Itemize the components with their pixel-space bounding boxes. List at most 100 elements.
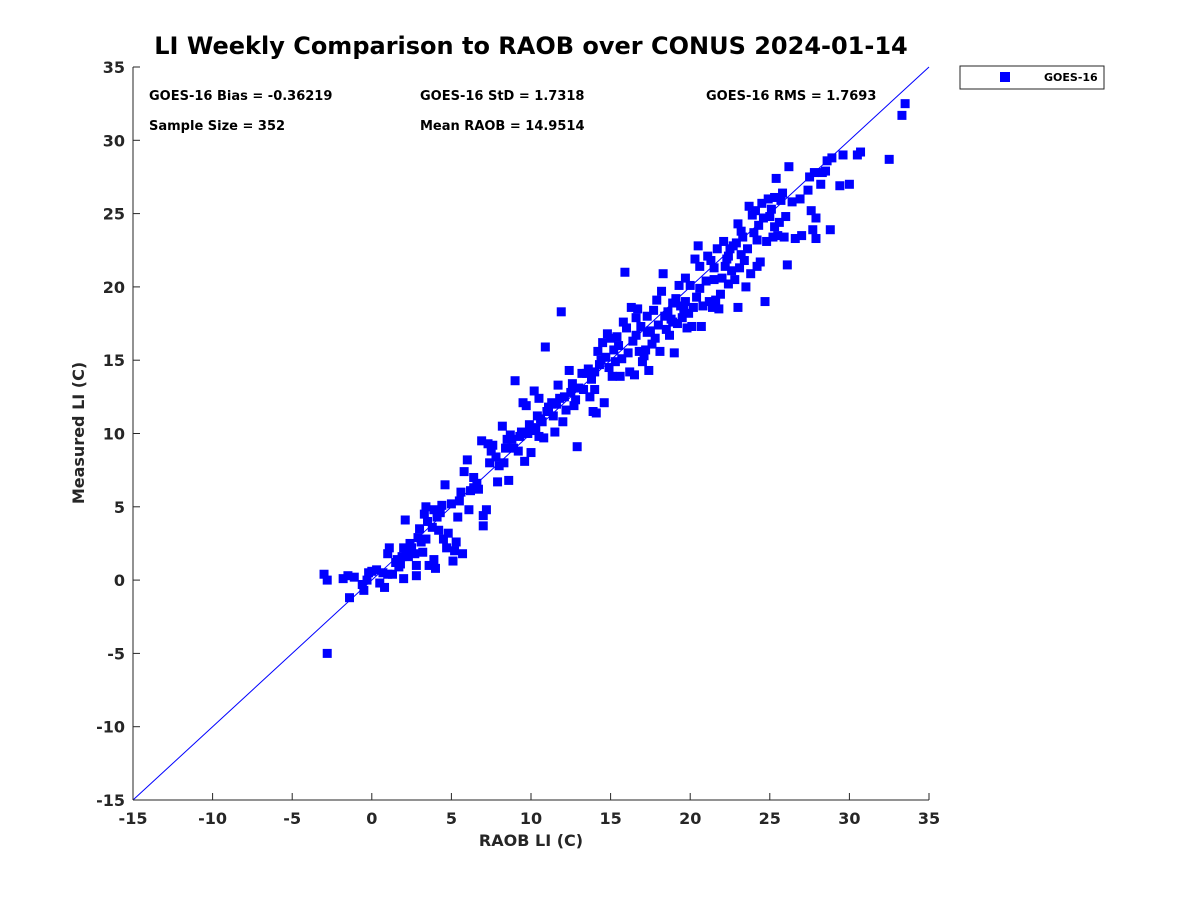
data-point <box>650 333 660 343</box>
stat-mean-raob: Mean RAOB = 14.9514 <box>420 119 585 134</box>
data-point <box>478 521 488 531</box>
x-tick-label: -15 <box>119 809 148 828</box>
data-point <box>507 434 517 444</box>
data-point <box>720 261 730 271</box>
data-point <box>483 439 493 449</box>
data-point <box>672 319 682 329</box>
data-point <box>448 556 458 566</box>
data-point <box>805 172 815 182</box>
data-point <box>488 440 498 450</box>
data-point <box>779 232 789 242</box>
data-point <box>338 574 348 584</box>
data-point <box>757 198 767 208</box>
data-point <box>510 376 520 386</box>
y-tick-label: 35 <box>103 58 125 77</box>
data-point <box>571 395 581 405</box>
data-point <box>429 555 439 565</box>
data-point <box>395 559 405 569</box>
data-point <box>746 269 756 279</box>
data-point <box>620 267 630 277</box>
data-point <box>421 502 431 512</box>
data-point <box>427 522 437 532</box>
legend: GOES-16 <box>959 65 1105 90</box>
data-point <box>900 99 910 109</box>
data-point <box>641 345 651 355</box>
data-point <box>733 302 743 312</box>
data-point <box>547 398 557 408</box>
data-point <box>524 420 534 430</box>
data-point <box>430 563 440 573</box>
data-point <box>674 280 684 290</box>
data-point <box>601 352 611 362</box>
data-point <box>432 512 442 522</box>
data-point <box>685 280 695 290</box>
data-point <box>731 238 741 248</box>
data-point <box>539 433 549 443</box>
data-point <box>593 346 603 356</box>
data-point <box>472 478 482 488</box>
data-point <box>481 505 491 515</box>
data-point <box>423 516 433 526</box>
data-point <box>491 452 501 462</box>
data-point <box>375 578 385 588</box>
data-point <box>453 512 463 522</box>
data-point <box>758 213 768 223</box>
data-point <box>622 323 632 333</box>
data-point <box>442 543 452 553</box>
data-point <box>497 421 507 431</box>
data-point <box>553 380 563 390</box>
data-point <box>719 236 729 246</box>
data-point <box>765 212 775 222</box>
data-point <box>402 546 412 556</box>
data-point <box>723 279 733 289</box>
data-point <box>383 569 393 579</box>
data-point <box>652 295 662 305</box>
data-point <box>606 333 616 343</box>
x-tick-label: -10 <box>198 809 227 828</box>
data-point <box>803 185 813 195</box>
data-point <box>797 231 807 241</box>
data-point <box>811 213 821 223</box>
data-point <box>416 537 426 547</box>
data-point <box>614 341 624 351</box>
data-point <box>626 302 636 312</box>
data-point <box>596 355 606 365</box>
data-point <box>776 195 786 205</box>
chart-title: LI Weekly Comparison to RAOB over CONUS … <box>154 32 907 60</box>
data-point <box>458 549 468 559</box>
data-point <box>459 467 469 477</box>
data-point <box>639 351 649 361</box>
data-point <box>695 261 705 271</box>
data-point <box>636 321 646 331</box>
data-point <box>521 401 531 411</box>
data-point <box>763 194 773 204</box>
data-point <box>569 401 579 411</box>
data-point <box>579 385 589 395</box>
data-point <box>387 569 397 579</box>
data-point <box>704 297 714 307</box>
data-point <box>443 528 453 538</box>
data-point <box>556 307 566 317</box>
data-point <box>558 417 568 427</box>
data-point <box>647 339 657 349</box>
data-point <box>629 370 639 380</box>
data-point <box>357 579 367 589</box>
data-point <box>633 304 643 314</box>
data-point <box>738 232 748 242</box>
data-point <box>609 345 619 355</box>
data-point <box>671 294 681 304</box>
data-point <box>795 194 805 204</box>
data-point <box>501 443 511 453</box>
data-point <box>566 387 576 397</box>
data-point <box>741 282 751 292</box>
data-point <box>679 305 689 315</box>
data-point <box>642 327 652 337</box>
y-tick-label: 10 <box>103 425 125 444</box>
data-point <box>499 458 509 468</box>
data-point <box>774 217 784 227</box>
data-point <box>383 549 393 559</box>
data-point <box>770 192 780 202</box>
data-point <box>714 304 724 314</box>
data-point <box>384 543 394 553</box>
